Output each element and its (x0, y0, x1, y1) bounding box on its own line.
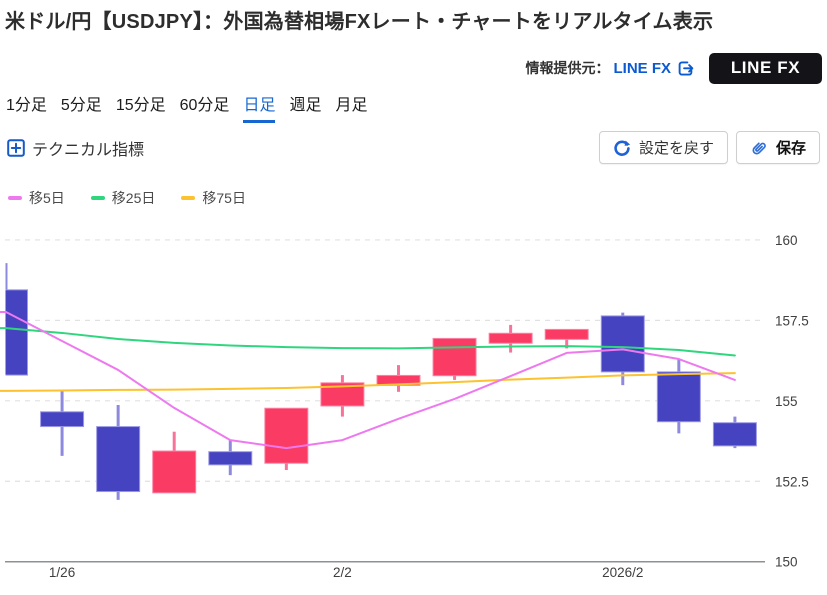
x-axis-labels: 1/26 2/2 2026/2 (49, 565, 643, 580)
candle-body (264, 407, 309, 464)
y-tick-label: 160 (775, 233, 798, 248)
candle-body (712, 422, 757, 447)
candle-2[interactable] (40, 390, 85, 456)
candle-body (152, 450, 197, 494)
candle-8[interactable] (376, 365, 421, 392)
y-tick-label: 150 (775, 555, 798, 570)
candle-6[interactable] (264, 407, 309, 471)
legend-item-ma75[interactable]: 移75日 (181, 188, 246, 208)
timeframe-tabs: 1分足 5分足 15分足 60分足 日足 週足 月足 (6, 91, 367, 123)
candle-body (488, 332, 533, 344)
candle-5[interactable] (208, 440, 253, 476)
provider-link[interactable]: LINE FX (613, 59, 695, 78)
save-button[interactable]: 保存 (735, 131, 820, 164)
candle-12[interactable] (600, 312, 645, 386)
candle-9[interactable] (432, 337, 477, 380)
candle-10[interactable] (488, 324, 533, 353)
reset-settings-label: 設定を戻す (638, 140, 714, 157)
candle-body (600, 315, 645, 373)
candle-13[interactable] (656, 359, 701, 434)
legend-swatch-ma5 (8, 196, 22, 200)
legend-item-ma5[interactable]: 移5日 (8, 188, 65, 208)
candles (0, 263, 757, 500)
ma-line-移25日 (0, 327, 736, 357)
plus-square-icon (7, 138, 25, 157)
candle-1[interactable] (0, 263, 28, 376)
ma-line-移75日 (0, 372, 736, 392)
controls-row: テクニカル指標 設定を戻す 保存 (0, 131, 827, 164)
candle-body (432, 337, 477, 377)
legend-label-ma75: 移75日 (202, 190, 246, 206)
legend-label-ma5: 移5日 (29, 190, 65, 206)
price-chart[interactable]: 160 157.5 155 152.5 150 1/26 2/2 2026/2 (0, 215, 827, 595)
provider-label: 情報提供元： (525, 60, 610, 76)
candle-body (320, 382, 365, 407)
refresh-icon (614, 140, 631, 156)
page-title: 米ドル/円【USDJPY】：外国為替相場FXレート・チャートをリアルタイム表示 (5, 11, 714, 33)
tab-daily[interactable]: 日足 (243, 91, 276, 123)
candle-4[interactable] (152, 431, 197, 494)
candle-14[interactable] (712, 416, 757, 449)
y-tick-label: 155 (775, 394, 798, 409)
y-tick-label: 157.5 (775, 313, 809, 328)
tab-5min[interactable]: 5分足 (60, 97, 102, 114)
legend-item-ma25[interactable]: 移25日 (90, 188, 156, 208)
candle-body (544, 328, 589, 340)
tab-15min[interactable]: 15分足 (115, 97, 166, 114)
legend-swatch-ma25 (90, 196, 105, 200)
candle-body (5, 289, 28, 376)
candle-body (208, 451, 253, 466)
linefx-logo-text: LINE FX (730, 58, 801, 77)
x-tick-label: 2026/2 (602, 565, 643, 580)
linefx-logo[interactable]: LINE FX (709, 52, 822, 84)
reset-settings-button[interactable]: 設定を戻す (598, 131, 728, 164)
candle-body (656, 371, 701, 423)
x-tick-label: 2/2 (333, 565, 352, 580)
candle-3[interactable] (96, 405, 141, 500)
x-tick-label: 1/26 (49, 565, 75, 580)
tab-weekly[interactable]: 週足 (289, 97, 322, 114)
legend-swatch-ma75 (181, 196, 196, 200)
candle-body (40, 411, 85, 428)
external-link-icon (678, 60, 694, 76)
candle-body (96, 426, 141, 493)
tab-monthly[interactable]: 月足 (335, 97, 368, 114)
provider-link-text: LINE FX (613, 59, 671, 77)
ma-line-移5日 (0, 311, 736, 450)
save-label: 保存 (775, 140, 806, 157)
provider-row: 情報提供元： LINE FX LINE FX (525, 52, 822, 84)
ma-lines (0, 311, 736, 450)
tab-60min[interactable]: 60分足 (179, 97, 230, 114)
paperclip-icon (752, 141, 766, 154)
legend-label-ma25: 移25日 (111, 190, 156, 206)
ma-legend: 移5日 移25日 移75日 (8, 188, 246, 208)
tab-1min[interactable]: 1分足 (6, 97, 47, 114)
technical-indicator-label: テクニカル指標 (32, 141, 145, 159)
action-buttons: 設定を戻す 保存 (598, 131, 820, 164)
y-tick-label: 152.5 (775, 474, 809, 489)
technical-indicator-button[interactable]: テクニカル指標 (7, 136, 144, 160)
candle-7[interactable] (320, 375, 365, 417)
